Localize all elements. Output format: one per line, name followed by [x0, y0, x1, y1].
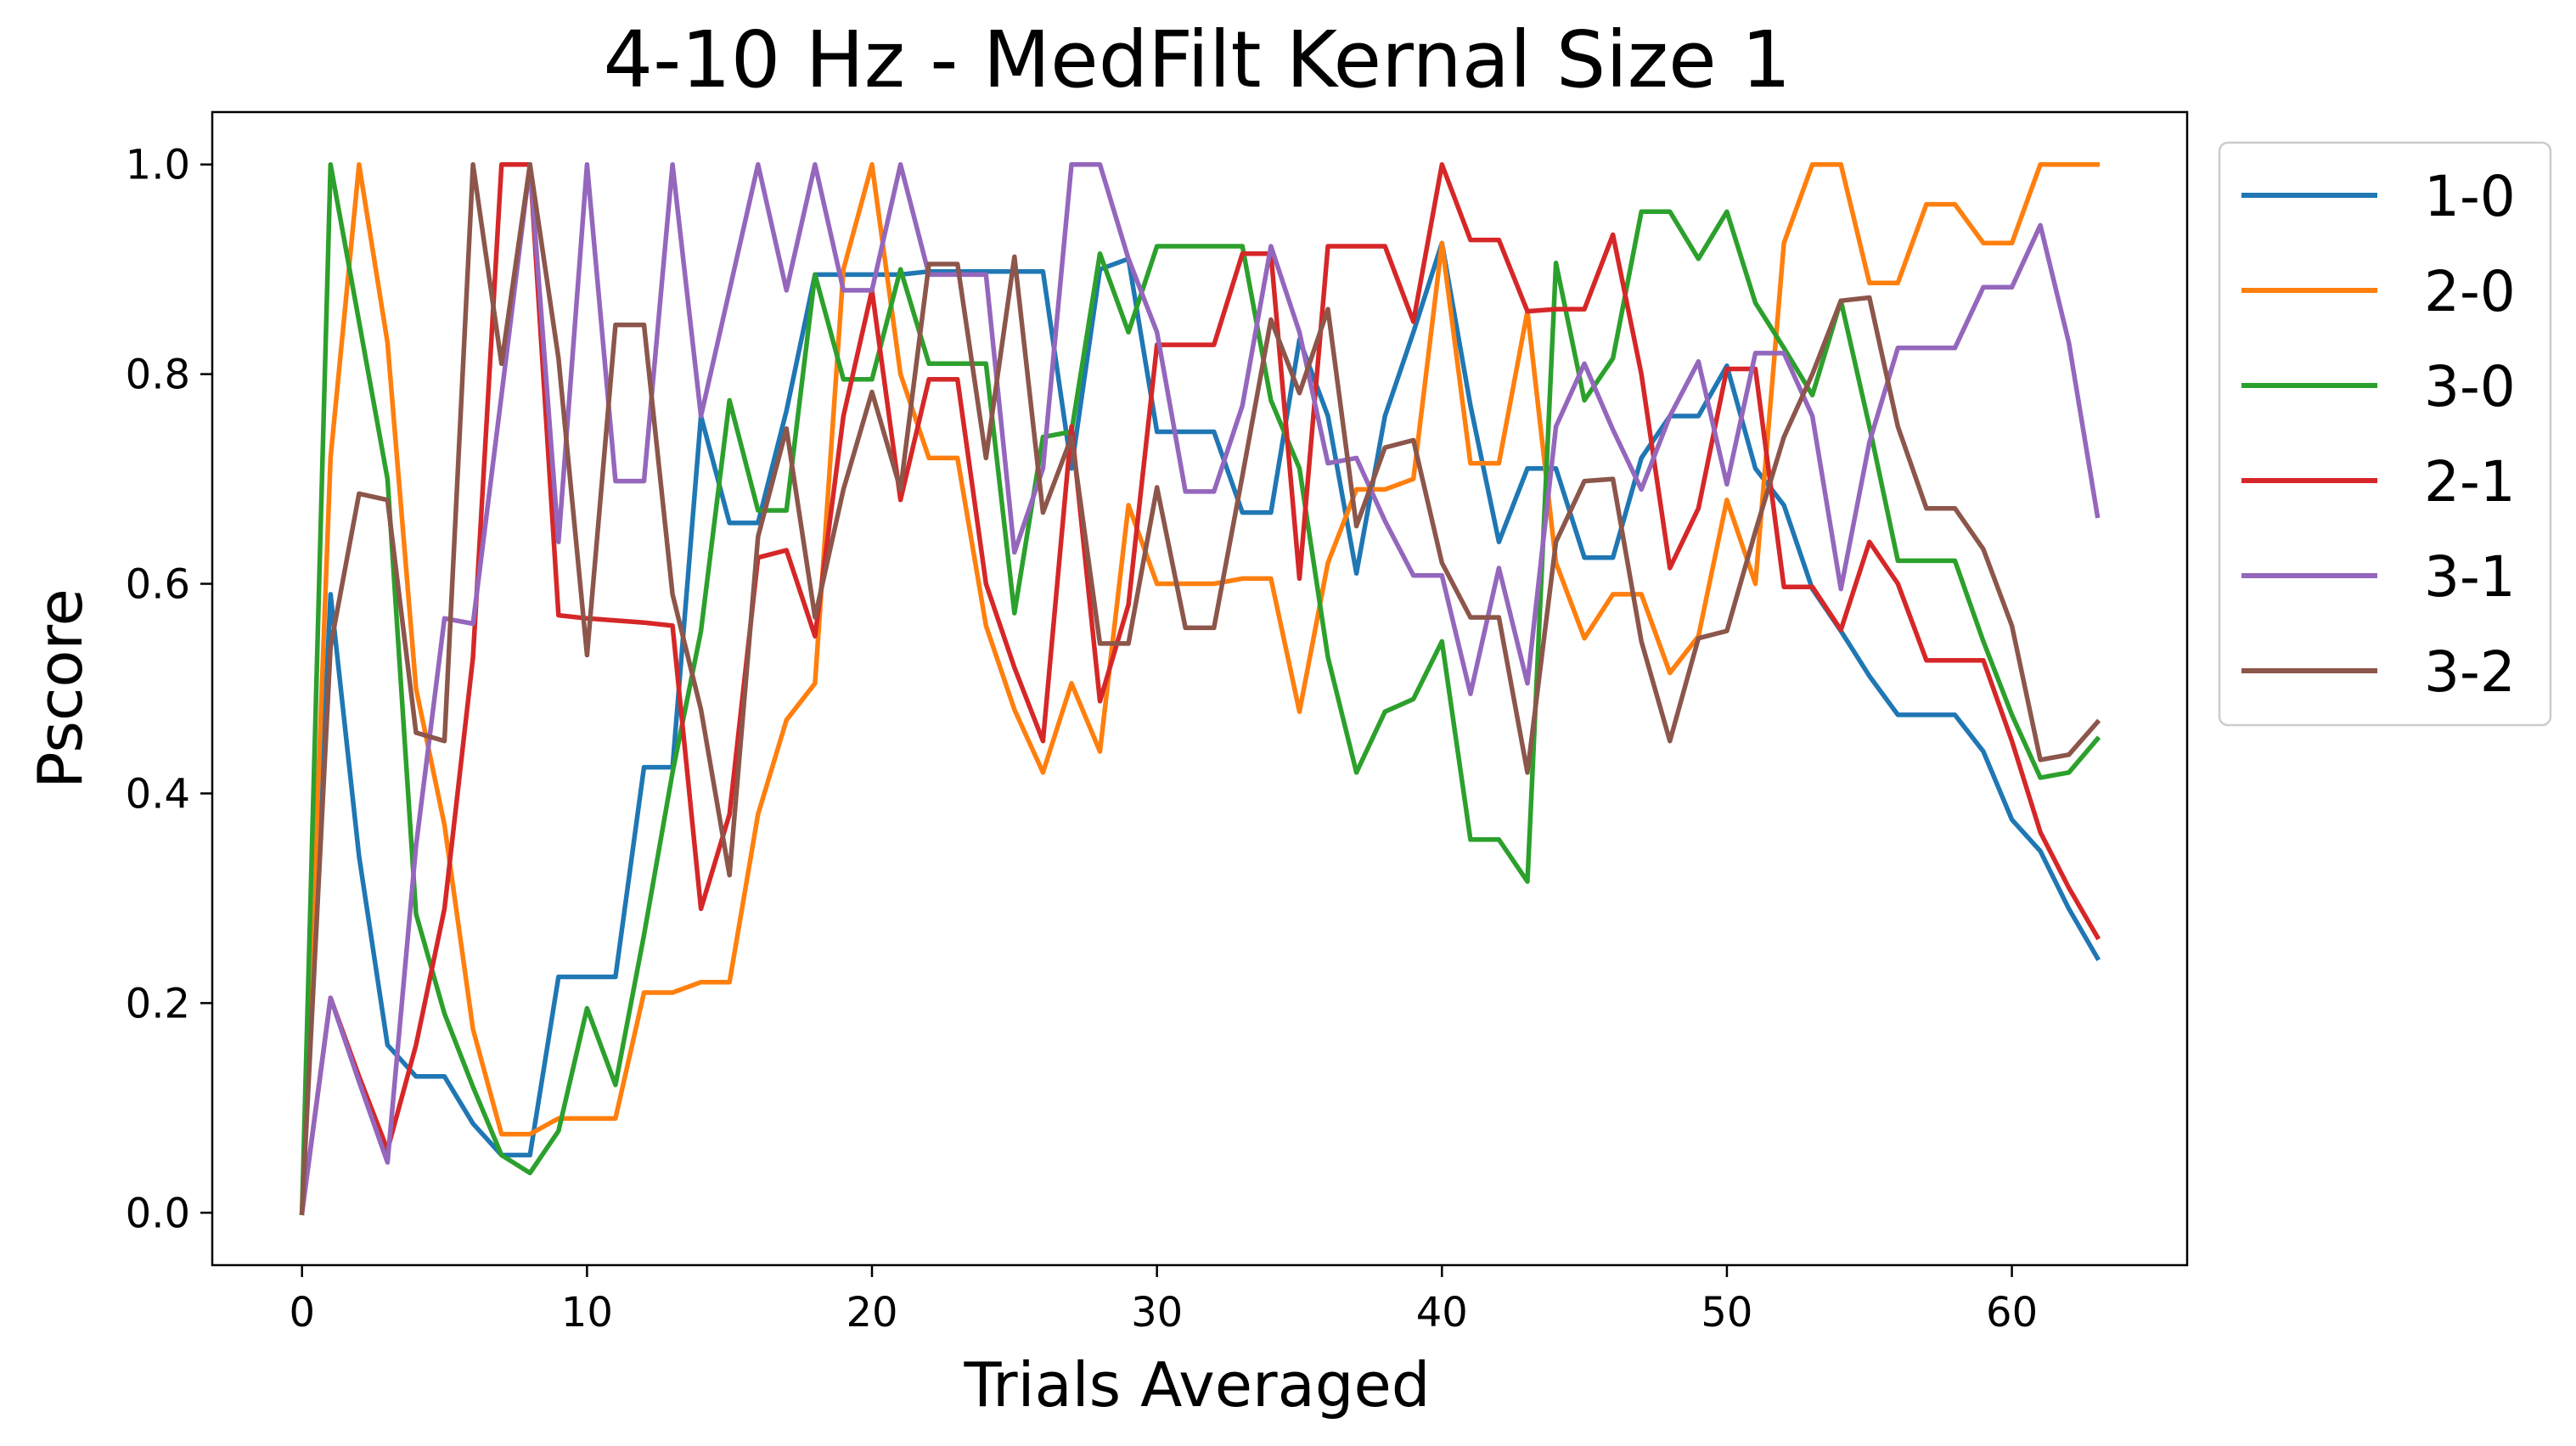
x-tick-label: 30 [1131, 1289, 1183, 1336]
x-tick-label: 10 [561, 1289, 613, 1336]
series-line-3-0 [299, 161, 2101, 1216]
y-tick-label: 0.2 [126, 980, 190, 1027]
x-tick-label: 40 [1416, 1289, 1468, 1336]
y-tick-label: 0.8 [126, 352, 190, 399]
series-line-2-1 [299, 161, 2101, 1216]
y-axis-ticks: 0.0 0.2 0.4 0.6 0.8 1.0 [126, 142, 212, 1237]
x-axis-ticks: 0 10 20 30 40 50 60 [289, 1265, 2038, 1336]
legend-label-3-1: 3-1 [2424, 544, 2516, 610]
y-tick-label: 0.4 [126, 770, 190, 818]
y-tick-label: 0.0 [126, 1190, 190, 1237]
x-tick-label: 50 [1701, 1289, 1752, 1336]
series-line-2-0 [299, 161, 2101, 1216]
chart-title: 4-10 Hz - MedFilt Kernal Size 1 [604, 14, 1791, 105]
series-line-1-0 [299, 240, 2101, 1216]
x-tick-label: 0 [289, 1289, 315, 1336]
series-line-3-2 [299, 161, 2101, 1216]
legend-label-3-2: 3-2 [2424, 639, 2516, 705]
y-axis-label: Pscore [25, 588, 96, 789]
y-tick-label: 0.6 [126, 561, 190, 609]
x-tick-label: 20 [846, 1289, 897, 1336]
legend-label-2-0: 2-0 [2424, 259, 2516, 324]
legend-label-3-0: 3-0 [2424, 354, 2516, 419]
legend-box [2218, 141, 2552, 727]
legend: 1-0 2-0 3-0 2-1 3-1 3-2 [2218, 141, 2552, 727]
x-axis-label: Trials Averaged [964, 1349, 1431, 1421]
legend-label-1-0: 1-0 [2424, 164, 2516, 229]
legend-label-2-1: 2-1 [2424, 449, 2516, 515]
y-tick-label: 1.0 [126, 142, 190, 189]
plot-series [299, 161, 2101, 1216]
plot-frame [211, 110, 2189, 1267]
x-tick-label: 60 [1986, 1289, 2038, 1336]
series-line-3-1 [299, 161, 2101, 1216]
